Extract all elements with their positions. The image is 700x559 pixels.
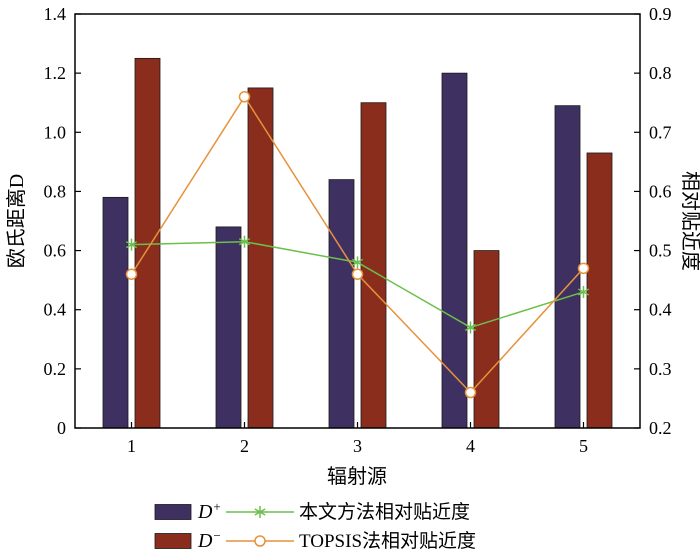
x-axis-title: 辐射源 — [327, 465, 387, 488]
legend-swatch-D- — [154, 533, 192, 549]
asterisk-marker — [125, 241, 138, 249]
y-right-tick-label: 0.4 — [649, 300, 672, 320]
bar-D+-cat3 — [328, 179, 355, 429]
y-right-tick-label: 0.7 — [649, 122, 672, 142]
bar-D--cat5 — [586, 152, 613, 429]
legend-label-D-: D− — [197, 528, 221, 552]
bar-D--cat4 — [473, 250, 500, 429]
y-left-tick-label: 0.2 — [44, 359, 67, 379]
circle-marker — [125, 268, 138, 280]
y-right-tick-label: 0.9 — [649, 4, 672, 24]
circle-marker — [238, 91, 251, 103]
circle-marker — [254, 535, 266, 547]
lines-layer — [125, 91, 590, 399]
asterisk-marker — [238, 238, 251, 246]
y-axis-title-left: 欧氏距离D — [5, 174, 28, 268]
asterisk-marker — [464, 323, 477, 332]
bar-D+-cat5 — [554, 105, 581, 429]
circle-marker — [577, 262, 590, 275]
bar-D+-cat4 — [441, 72, 468, 429]
y-left-tick-label: 1.0 — [44, 122, 67, 142]
x-tick-label: 2 — [240, 436, 249, 456]
y-left-tick-label: 0.8 — [44, 181, 67, 201]
y-left-tick-label: 0 — [57, 418, 66, 438]
asterisk-marker — [351, 258, 364, 267]
legend: D+ 本文方法相对贴近度 D− TOPSIS法相对贴近度 — [154, 499, 476, 552]
bar-D--cat2 — [247, 87, 274, 429]
circle-marker — [351, 268, 364, 280]
legend-label-D+: D+ — [197, 499, 221, 523]
y-right-tick-label: 0.2 — [649, 418, 672, 438]
asterisk-marker — [577, 288, 590, 296]
asterisk-marker — [254, 508, 266, 516]
axes-frame-layer — [74, 13, 641, 429]
x-tick-label: 3 — [353, 436, 362, 456]
y-axis-title-right: 相对贴近度 — [679, 171, 700, 271]
x-tick-label: 4 — [466, 436, 475, 456]
y-left-tick-label: 1.2 — [44, 63, 67, 83]
y-right-tick-label: 0.5 — [649, 241, 672, 261]
bar-D--cat1 — [134, 57, 161, 429]
x-tick-label: 5 — [579, 436, 588, 456]
bar-D+-cat1 — [102, 196, 129, 429]
x-tick-label: 1 — [127, 436, 136, 456]
y-left-tick-label: 0.6 — [44, 241, 67, 261]
y-right-tick-label: 0.3 — [649, 359, 672, 379]
line-circle — [130, 95, 585, 394]
legend-label-line: 本文方法相对贴近度 — [299, 501, 470, 523]
y-left-tick-label: 1.4 — [44, 4, 67, 24]
bar-D--cat3 — [360, 102, 387, 429]
y-left-tick-label: 0.4 — [44, 300, 67, 320]
tick-labels-layer: 0 0.2 0.4 0.6 0.8 1.0 1.2 1.4 0.2 0.3 0.4 0.5 0.6 0.7… — [44, 4, 672, 456]
y-right-tick-label: 0.6 — [649, 181, 672, 201]
bar-D+-cat2 — [215, 226, 242, 429]
bars-layer — [102, 57, 613, 429]
line-asterisk — [131, 240, 584, 329]
y-right-tick-label: 0.8 — [649, 63, 672, 83]
legend-swatch-D+ — [154, 504, 192, 520]
circle-marker — [464, 386, 477, 399]
legend-label-line: TOPSIS法相对贴近度 — [299, 530, 476, 552]
